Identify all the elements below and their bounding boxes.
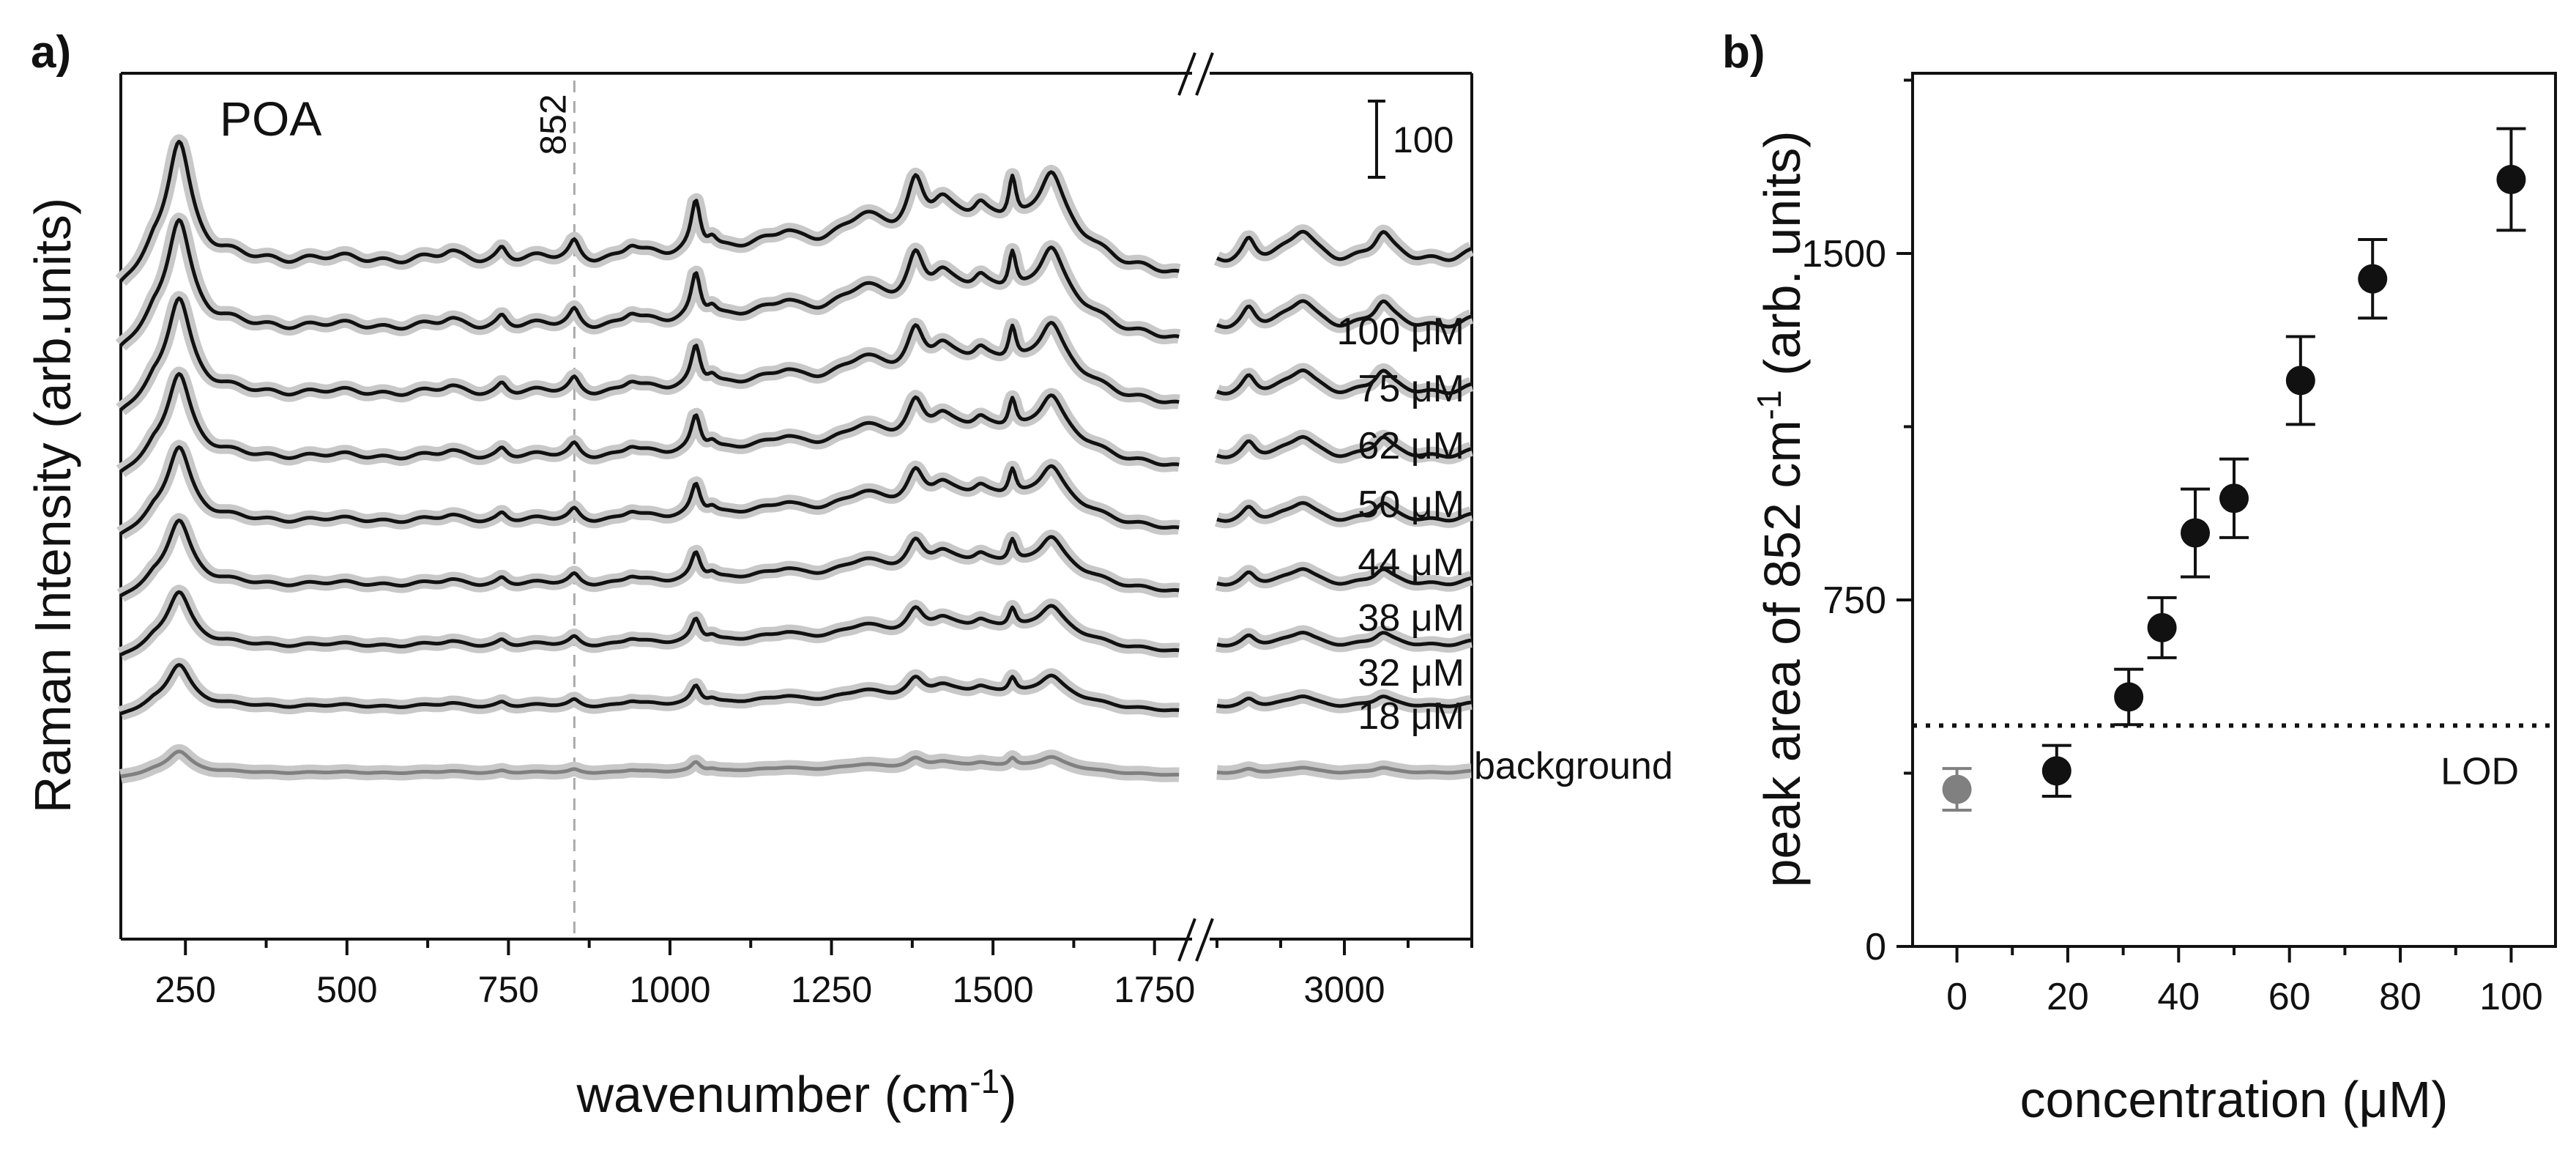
panel-b: b) 0 20 40 60 80 100 0 750 1500 LOD peak area of… <box>1722 27 2557 1128</box>
panel-b-points <box>1942 127 2526 812</box>
b-x-tick-label: 20 <box>2047 976 2089 1018</box>
series-label: 100 μM <box>1337 311 1464 353</box>
reference-line-852: 852 <box>532 81 576 939</box>
spectrum-line <box>1216 567 1472 587</box>
point-marker <box>2181 518 2211 548</box>
panel-a-xlabel-end: ) <box>999 1066 1016 1123</box>
point-marker <box>2041 756 2071 786</box>
data-point <box>2114 667 2144 727</box>
x-tick-label: 3000 <box>1303 969 1385 1010</box>
spectrum-line <box>1216 368 1472 396</box>
panel-b-ticks: 0 20 40 60 80 100 0 750 1500 <box>1801 78 2543 1018</box>
spectrum-line <box>1216 765 1472 775</box>
b-y-tick-label: 750 <box>1823 579 1886 622</box>
scale-bar-label: 100 <box>1393 119 1453 160</box>
data-point <box>2147 596 2177 659</box>
panel-a-ylabel: Raman Intensity (arb.units) <box>24 198 81 813</box>
point-marker <box>2285 366 2315 396</box>
panel-b-ylabel-main: peak area of 852 cm <box>1754 420 1811 887</box>
b-x-tick-label: 80 <box>2379 976 2421 1018</box>
point-marker <box>2358 264 2388 294</box>
data-point <box>2041 744 2071 798</box>
lod-label: LOD <box>2441 751 2519 793</box>
spectrum-line <box>1216 434 1472 459</box>
panel-a-title: POA <box>220 92 321 146</box>
spectrum-line <box>1216 229 1472 263</box>
spectrum-line <box>119 518 1180 598</box>
x-tick-label: 1750 <box>1114 969 1195 1010</box>
data-point <box>2285 335 2315 426</box>
series-label: 75 μM <box>1358 368 1464 410</box>
panel-a-xlabel-main: wavenumber (cm <box>576 1066 969 1123</box>
series-label: 44 μM <box>1358 541 1464 584</box>
b-y-tick-label: 0 <box>1865 926 1886 968</box>
point-marker <box>2114 682 2144 712</box>
spectrum-line <box>120 663 1180 716</box>
panel-a-label: a) <box>31 27 71 78</box>
panel-a: a) 250 500 750 1000 1250 1500 1750 3000 852 100… <box>24 27 1673 1123</box>
data-point <box>2496 127 2526 232</box>
data-point <box>2181 487 2211 579</box>
lod-line: LOD <box>1913 723 2555 793</box>
b-x-tick-label: 60 <box>2268 976 2311 1018</box>
spectrum-line <box>1216 631 1472 648</box>
x-tick-label: 1250 <box>791 969 872 1010</box>
b-y-tick-label: 1500 <box>1801 233 1886 275</box>
data-point <box>2219 457 2249 539</box>
series-label: 62 μM <box>1358 425 1464 467</box>
series-label: 50 μM <box>1358 483 1464 526</box>
spectrum-line <box>119 371 1180 473</box>
point-marker <box>2496 165 2526 195</box>
spectrum-line <box>119 296 1180 412</box>
point-marker <box>2219 483 2249 514</box>
panel-b-xlabel: concentration (μM) <box>2020 1071 2449 1128</box>
b-x-tick-label: 40 <box>2157 976 2200 1018</box>
panel-b-ylabel: peak area of 852 cm-1 (arb. units) <box>1750 130 1811 887</box>
x-tick-label: 250 <box>155 969 216 1010</box>
series-label: background <box>1474 745 1673 787</box>
point-marker <box>1942 774 1972 804</box>
panel-a-xlabel: wavenumber (cm-1) <box>576 1062 1016 1123</box>
series-label: 18 μM <box>1358 695 1464 738</box>
panel-a-frame <box>119 52 1473 962</box>
x-tick-label: 500 <box>316 969 377 1010</box>
x-tick-label: 750 <box>478 969 539 1010</box>
b-x-tick-label: 100 <box>2479 976 2543 1018</box>
panel-a-x-ticks: 250 500 750 1000 1250 1500 1750 3000 <box>155 939 1473 1010</box>
series-label: 38 μM <box>1358 597 1464 639</box>
reference-line-label: 852 <box>532 94 573 155</box>
data-point <box>2358 238 2388 320</box>
panel-b-ylabel-end: (arb. units) <box>1754 130 1811 390</box>
point-marker <box>2147 612 2177 642</box>
spectrum-line <box>119 590 1180 657</box>
spectrum-line <box>119 139 1180 283</box>
b-x-tick-label: 0 <box>1946 976 1968 1018</box>
spectra-group <box>115 134 1477 784</box>
spectrum-line <box>1216 501 1472 523</box>
panel-b-label: b) <box>1722 27 1765 78</box>
spectrum-line <box>1216 299 1472 330</box>
series-label: 32 μM <box>1358 652 1464 694</box>
spectrum-line <box>120 749 1180 779</box>
panel-b-ylabel-sup: -1 <box>1750 390 1788 420</box>
panel-a-xlabel-sup: -1 <box>969 1062 999 1100</box>
scale-bar: 100 <box>1368 100 1453 179</box>
spectrum-line <box>119 445 1180 535</box>
spectrum-line <box>119 218 1180 347</box>
spectrum-line <box>1216 694 1472 708</box>
data-point <box>1942 767 1972 812</box>
x-tick-label: 1000 <box>629 969 710 1010</box>
x-tick-label: 1500 <box>953 969 1034 1010</box>
